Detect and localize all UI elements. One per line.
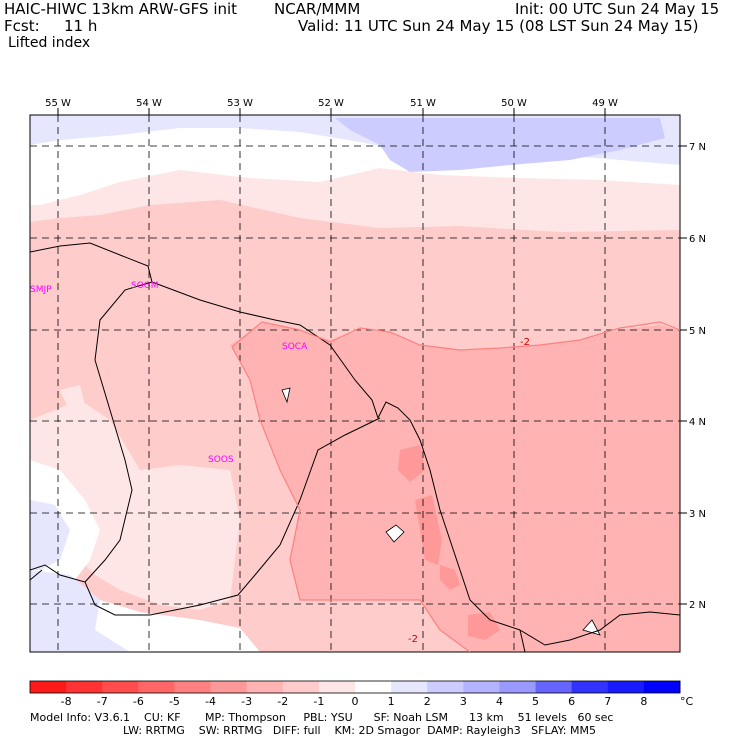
- frame-ticks: [57, 108, 687, 605]
- colorbar-label: 5: [532, 695, 539, 708]
- colorbar-label: -4: [205, 695, 216, 708]
- lat-label: 4 N: [689, 417, 706, 428]
- colorbar-swatch: [607, 681, 645, 693]
- lon-label: 50 W: [501, 98, 527, 109]
- lat-label: 2 N: [689, 600, 706, 611]
- colorbar: -8 -7 -6 -5 -4 -3 -2 -1 0 1 2 3 4 5 6 7 8 °C: [29, 680, 694, 708]
- lat-label: 5 N: [689, 326, 706, 337]
- lon-label: 53 W: [227, 98, 253, 109]
- colorbar-label: 4: [496, 695, 503, 708]
- colorbar-swatch: [355, 681, 392, 693]
- colorbar-label: 0: [352, 695, 359, 708]
- lat-label: 7 N: [689, 142, 706, 153]
- coastlines-borders: [30, 242, 680, 652]
- colorbar-swatch: [174, 681, 212, 693]
- lat-label: 3 N: [689, 509, 706, 520]
- station-sogm: SOGM: [131, 281, 159, 291]
- colorbar-label: 2: [424, 695, 431, 708]
- colorbar-swatch: [282, 681, 320, 693]
- colorbar-swatch: [535, 681, 573, 693]
- colorbar-label: -3: [241, 695, 252, 708]
- forecast-label: Fcst:: [4, 17, 40, 35]
- colorbar-label: 7: [604, 695, 611, 708]
- organization: NCAR/MMM: [274, 0, 361, 18]
- contour-label: -2: [408, 634, 418, 645]
- lon-label: 52 W: [318, 98, 344, 109]
- lon-label: 55 W: [45, 98, 71, 109]
- colorbar-label: 1: [388, 695, 395, 708]
- colorbar-label: 6: [568, 695, 575, 708]
- model-title: HAIC-HIWC 13km ARW-GFS init: [4, 0, 238, 18]
- colorbar-swatch: [66, 681, 103, 693]
- latitude-labels: 7 N 6 N 5 N 4 N 3 N 2 N: [689, 142, 706, 611]
- colorbar-swatch: [138, 681, 175, 693]
- colorbar-swatch: [30, 681, 67, 693]
- lon-label: 51 W: [410, 98, 436, 109]
- colorbar-label: -6: [133, 695, 144, 708]
- model-info-line-1: Model Info: V3.6.1 CU: KF MP: Thompson P…: [30, 711, 614, 724]
- station-labels: SMJP SOGM SOCA SOOS: [30, 281, 308, 465]
- model-info-line-2: LW: RRTMG SW: RRTMG DIFF: full KM: 2D Sm…: [123, 724, 596, 737]
- colorbar-swatch: [246, 681, 284, 693]
- station-soos: SOOS: [208, 455, 234, 465]
- colorbar-label: -2: [277, 695, 288, 708]
- colorbar-label: -5: [169, 695, 180, 708]
- colorbar-swatch: [102, 681, 139, 693]
- longitude-labels: 55 W 54 W 53 W 52 W 51 W 50 W 49 W: [45, 98, 618, 109]
- lat-label: 6 N: [689, 234, 706, 245]
- forecast-hour: 11 h: [64, 17, 98, 35]
- lat-lon-grid: [30, 115, 680, 652]
- contour-lines: [231, 321, 680, 652]
- colorbar-label: 3: [460, 695, 467, 708]
- colorbar-swatch: [391, 681, 428, 693]
- colorbar-swatch: [318, 681, 356, 693]
- contour-label: -2: [520, 337, 530, 348]
- init-time: Init: 00 UTC Sun 24 May 15: [515, 0, 720, 18]
- map-frame: [29, 114, 681, 653]
- colorbar-border: [29, 680, 681, 694]
- colorbar-swatch: [463, 681, 500, 693]
- lon-label: 54 W: [136, 98, 162, 109]
- field-name: Lifted index: [8, 35, 91, 51]
- map-shading: [30, 115, 680, 652]
- colorbar-label: 8: [640, 695, 647, 708]
- colorbar-label: -7: [97, 695, 108, 708]
- colorbar-label: -1: [313, 695, 324, 708]
- station-smjp: SMJP: [30, 285, 52, 295]
- colorbar-swatch: [210, 681, 248, 693]
- colorbar-swatch: [571, 681, 609, 693]
- station-soca: SOCA: [282, 342, 308, 352]
- colorbar-label: -8: [61, 695, 72, 708]
- colorbar-unit: °C: [680, 695, 694, 708]
- colorbar-swatch: [643, 681, 681, 693]
- lon-label: 49 W: [592, 98, 618, 109]
- valid-time: Valid: 11 UTC Sun 24 May 15 (08 LST Sun …: [298, 17, 699, 35]
- colorbar-swatch: [427, 681, 464, 693]
- colorbar-swatch: [499, 681, 537, 693]
